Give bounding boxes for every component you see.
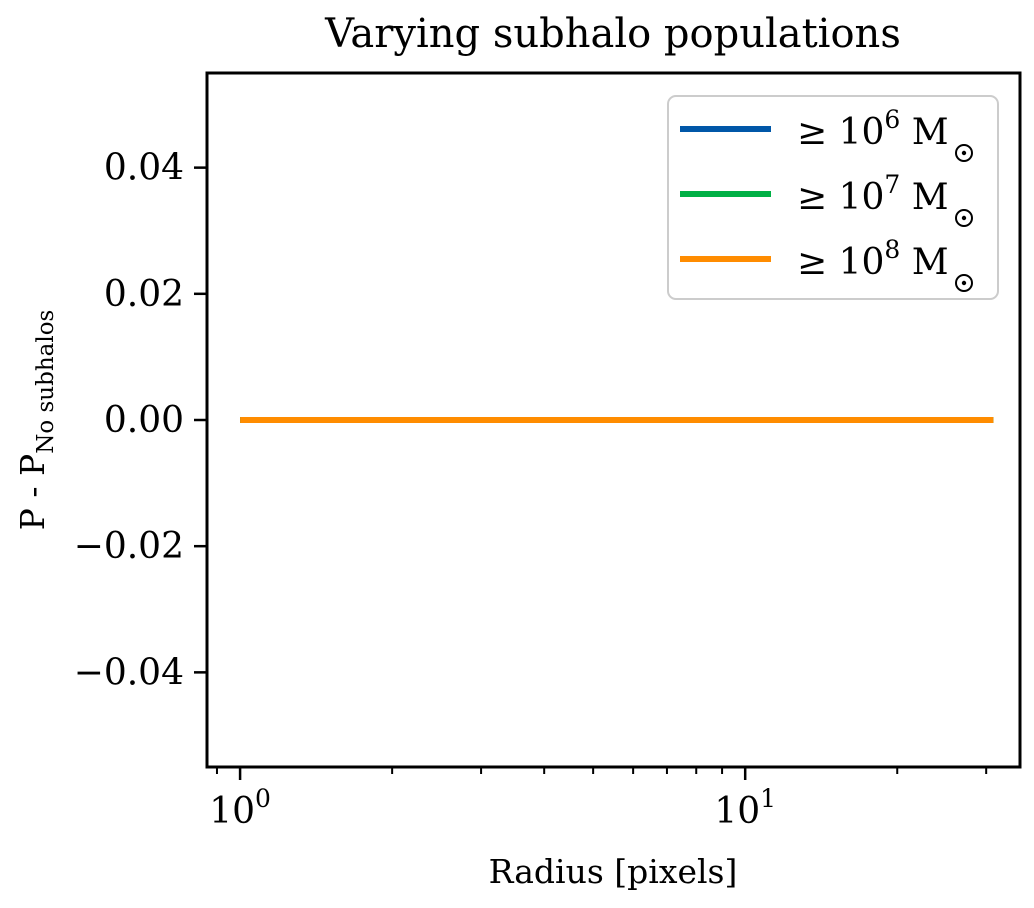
svg-text:P - PNo subhalos: P - PNo subhalos	[13, 310, 59, 531]
y-axis-label-subscript: No subhalos	[33, 310, 59, 454]
sun-symbol-icon	[955, 144, 973, 162]
x-tick-label: 101	[714, 784, 776, 832]
y-tick-label: 0.04	[104, 148, 184, 189]
y-axis-label: P - PNo subhalos	[13, 310, 59, 531]
x-axis-label: Radius [pixels]	[489, 852, 738, 891]
y-tick-label: 0.00	[104, 400, 184, 441]
sun-symbol-dot-icon	[961, 280, 967, 286]
y-tick-label: 0.02	[104, 274, 184, 315]
legend-label-2: ≥ 107 M	[797, 170, 949, 218]
sun-symbol-dot-icon	[961, 150, 967, 156]
sun-symbol-icon	[955, 274, 973, 292]
legend-box	[667, 95, 999, 300]
y-tick-label: −0.02	[74, 526, 184, 567]
plot-area: 0.04 0.02 0.00 −0.02 −0.04 100 101 ≥ 106 M ≥ 107…	[74, 71, 1022, 832]
legend-label-1: ≥ 106 M	[797, 105, 949, 153]
chart-title: Varying subhalo populations	[324, 11, 901, 57]
y-tick-label: −0.04	[74, 652, 184, 693]
sun-symbol-dot-icon	[961, 215, 967, 221]
y-axis-label-main: P - P	[13, 454, 52, 531]
sun-symbol-icon	[955, 209, 973, 227]
x-tick-label: 100	[209, 784, 271, 832]
legend-label-3: ≥ 108 M	[797, 235, 949, 283]
